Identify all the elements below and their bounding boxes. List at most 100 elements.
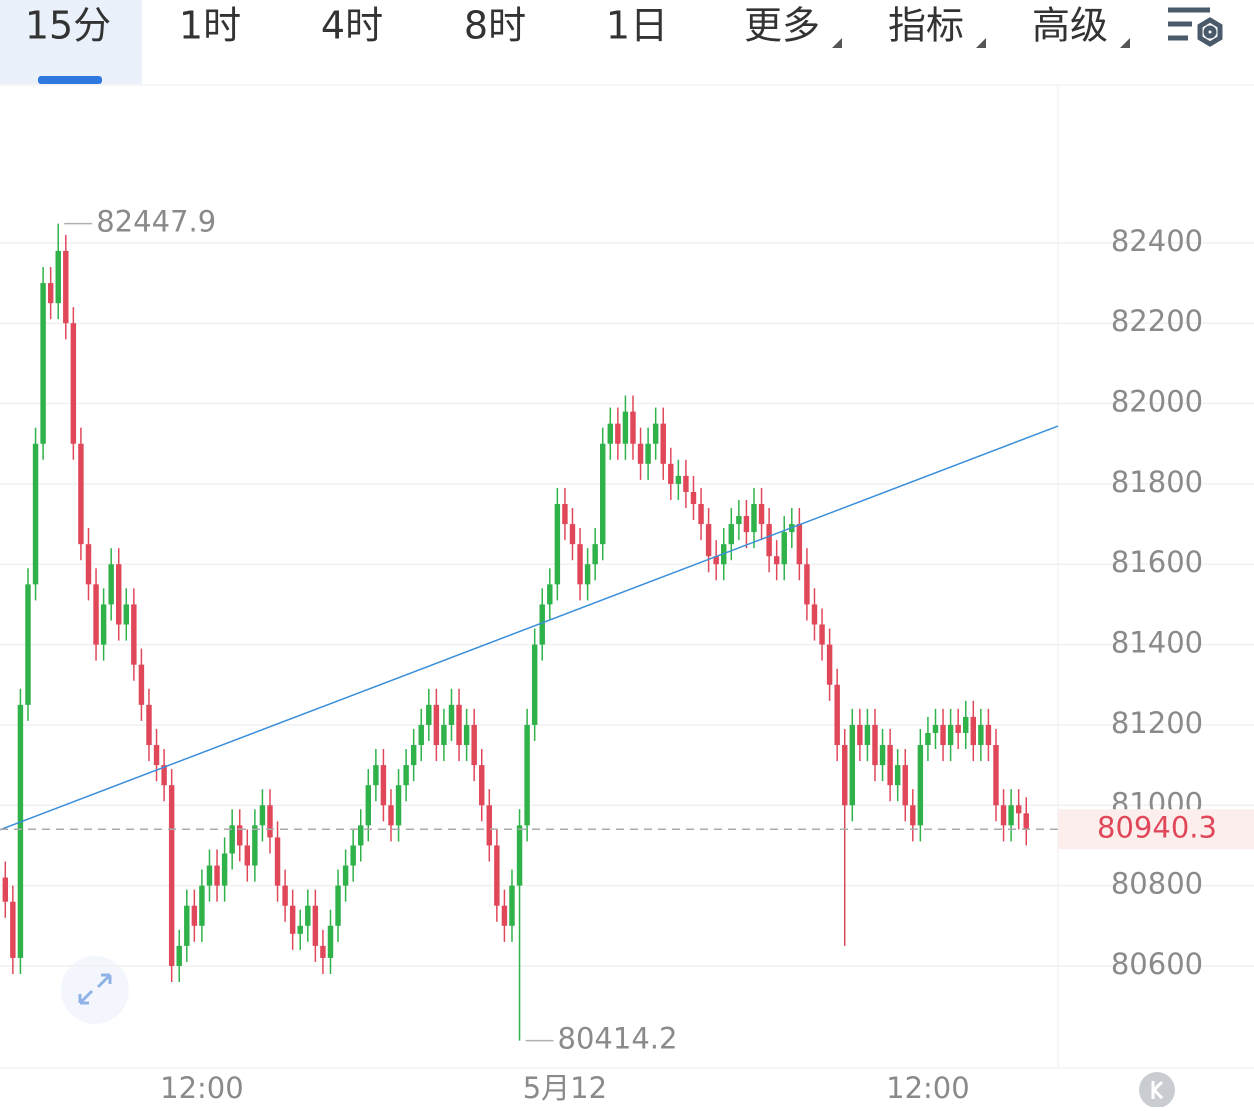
candle-body bbox=[758, 503, 765, 525]
tab[interactable]: 15分 bbox=[25, 4, 111, 48]
candle-body bbox=[327, 925, 334, 958]
tab[interactable]: 8时 bbox=[464, 4, 526, 48]
tab[interactable]: 指标 bbox=[888, 4, 964, 48]
y-tick-label: 81400 bbox=[1111, 626, 1203, 660]
candle-body bbox=[237, 825, 243, 846]
candle-body bbox=[675, 475, 682, 484]
tab[interactable]: 更多 bbox=[744, 4, 820, 48]
candle-body bbox=[267, 805, 273, 838]
candle-body bbox=[932, 724, 939, 733]
candle-body bbox=[713, 556, 719, 565]
candle-body bbox=[456, 704, 462, 746]
candle-body bbox=[10, 901, 16, 958]
candle-body bbox=[607, 423, 614, 444]
candle-body bbox=[206, 865, 213, 886]
candle-body bbox=[796, 524, 803, 565]
candle-body bbox=[418, 724, 424, 746]
candle-body bbox=[252, 825, 258, 866]
candle-body bbox=[683, 475, 689, 492]
candle-body bbox=[259, 805, 266, 826]
candle-body bbox=[426, 704, 432, 725]
candle-body bbox=[857, 724, 863, 746]
candle-body bbox=[940, 724, 946, 746]
candle-body bbox=[229, 825, 235, 854]
x-tick-label: 5月12 bbox=[523, 1071, 607, 1105]
scroll-latest-button[interactable] bbox=[1139, 1072, 1175, 1108]
candle-body bbox=[592, 544, 598, 565]
candle-body bbox=[274, 837, 281, 886]
candle-body bbox=[819, 624, 825, 645]
candle-body bbox=[388, 805, 394, 826]
candle-body bbox=[289, 905, 296, 934]
candle-body bbox=[773, 556, 780, 565]
candle-body bbox=[554, 503, 561, 585]
candle-body bbox=[728, 524, 735, 545]
candle-body bbox=[970, 716, 977, 746]
candle-body bbox=[486, 805, 493, 846]
candle-body bbox=[811, 604, 818, 625]
candle-body bbox=[955, 724, 961, 733]
candle-body bbox=[146, 704, 152, 746]
expand-button[interactable] bbox=[61, 956, 129, 1024]
candle-body bbox=[645, 443, 651, 464]
y-tick-label: 80600 bbox=[1111, 947, 1203, 981]
candle-body bbox=[17, 704, 24, 958]
trend-line bbox=[0, 425, 1059, 831]
candle-body bbox=[993, 745, 999, 806]
y-tick-label: 82400 bbox=[1111, 224, 1203, 258]
candle-body bbox=[244, 845, 251, 866]
candle-body bbox=[78, 443, 84, 545]
active-tab-indicator bbox=[38, 76, 102, 84]
candle-body bbox=[577, 544, 583, 585]
candle-body bbox=[985, 724, 992, 746]
candle-body bbox=[494, 845, 500, 906]
candle-body bbox=[516, 825, 523, 886]
candle-body bbox=[342, 865, 349, 886]
current-price-label: 80940.3 bbox=[1097, 810, 1217, 844]
candle-body bbox=[743, 516, 750, 533]
candle-body bbox=[925, 732, 931, 746]
candle-body bbox=[622, 411, 629, 444]
candle-body bbox=[509, 885, 515, 926]
candle-body bbox=[584, 564, 591, 585]
candle-body bbox=[448, 704, 455, 725]
candle-body bbox=[531, 644, 538, 725]
candle-body bbox=[176, 945, 182, 966]
candle-body bbox=[2, 877, 9, 902]
candle-body bbox=[902, 765, 908, 806]
candle-body bbox=[199, 885, 205, 926]
candle-body bbox=[1008, 805, 1014, 826]
tab[interactable]: 4时 bbox=[321, 4, 383, 48]
candle-body bbox=[123, 604, 130, 625]
candle-body bbox=[47, 283, 54, 304]
candle-body bbox=[471, 724, 477, 766]
candle-body bbox=[978, 724, 984, 746]
candle-body bbox=[305, 905, 311, 926]
candle-body bbox=[403, 765, 409, 786]
candle-body bbox=[872, 724, 878, 766]
settings-icon[interactable] bbox=[1168, 7, 1223, 47]
candle-body bbox=[947, 724, 954, 746]
candle-body bbox=[312, 905, 319, 946]
candle-body bbox=[373, 765, 379, 786]
candle-body bbox=[879, 745, 886, 766]
candle-body bbox=[40, 283, 46, 444]
candle-body bbox=[547, 584, 553, 605]
y-tick-label: 80800 bbox=[1111, 867, 1203, 901]
candle-body bbox=[282, 885, 288, 906]
candle-body bbox=[1015, 805, 1022, 814]
tab[interactable]: 高级 bbox=[1032, 4, 1108, 48]
candle-body bbox=[25, 584, 31, 705]
candle-body bbox=[539, 604, 545, 645]
candle-body bbox=[690, 491, 697, 504]
candle-body bbox=[834, 684, 840, 746]
candle-body bbox=[826, 644, 833, 685]
candle-body bbox=[191, 905, 198, 926]
tab[interactable]: 1时 bbox=[179, 4, 241, 48]
current-price-box bbox=[1058, 809, 1254, 850]
tab[interactable]: 1日 bbox=[606, 4, 668, 48]
candle-body bbox=[221, 853, 228, 886]
candle-body bbox=[887, 745, 893, 786]
candle-body bbox=[441, 724, 447, 746]
